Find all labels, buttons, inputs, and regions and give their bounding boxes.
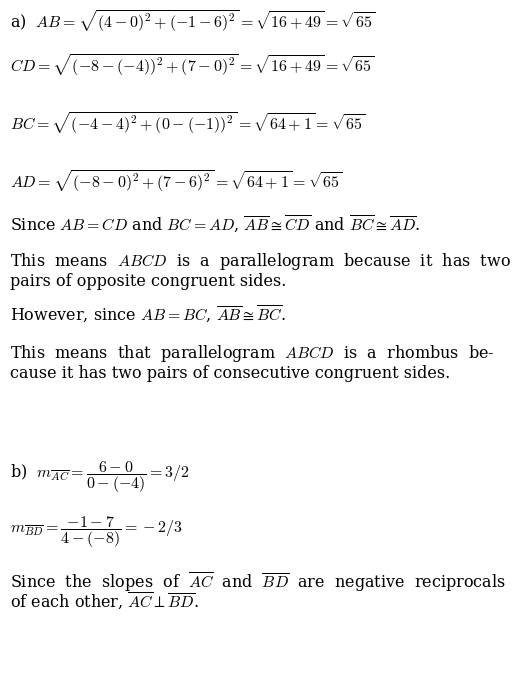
Text: This  means  that  parallelogram  $ABCD$  is  a  rhombus  be-: This means that parallelogram $ABCD$ is … — [10, 343, 495, 364]
Text: $AD = \sqrt{(-8-0)^2+(7-6)^2}=\sqrt{64+1}=\sqrt{65}$: $AD = \sqrt{(-8-0)^2+(7-6)^2}=\sqrt{64+1… — [10, 168, 342, 194]
Text: a)  $AB = \sqrt{(4-0)^2+(-1-6)^2}=\sqrt{16+49}=\sqrt{65}$: a) $AB = \sqrt{(4-0)^2+(-1-6)^2}=\sqrt{1… — [10, 8, 375, 34]
Text: of each other, $\overline{AC}\perp\overline{BD}$.: of each other, $\overline{AC}\perp\overl… — [10, 591, 199, 612]
Text: Since $AB=CD$ and $BC=AD$, $\overline{AB}\cong\overline{CD}$ and $\overline{BC}\: Since $AB=CD$ and $BC=AD$, $\overline{AB… — [10, 214, 420, 235]
Text: b)  $m_{\overline{AC}} = \dfrac{6-0}{0-(-4)} = 3/2$: b) $m_{\overline{AC}} = \dfrac{6-0}{0-(-… — [10, 459, 190, 495]
Text: $m_{\overline{BD}} = \dfrac{-1-7}{4-(-8)} = -2/3$: $m_{\overline{BD}} = \dfrac{-1-7}{4-(-8)… — [10, 514, 183, 550]
Text: $BC = \sqrt{(-4-4)^2+(0-(-1))^2}=\sqrt{64+1}=\sqrt{65}$: $BC = \sqrt{(-4-4)^2+(0-(-1))^2}=\sqrt{6… — [10, 110, 365, 136]
Text: Since  the  slopes  of  $\overline{AC}$  and  $\overline{BD}$  are  negative  re: Since the slopes of $\overline{AC}$ and … — [10, 570, 506, 594]
Text: However, since $AB=BC$, $\overline{AB}\cong\overline{BC}$.: However, since $AB=BC$, $\overline{AB}\c… — [10, 304, 286, 325]
Text: This  means  $ABCD$  is  a  parallelogram  because  it  has  two: This means $ABCD$ is a parallelogram bec… — [10, 251, 511, 272]
Text: cause it has two pairs of consecutive congruent sides.: cause it has two pairs of consecutive co… — [10, 365, 450, 382]
Text: $CD = \sqrt{(-8-(-4))^2+(7-0)^2}=\sqrt{16+49}=\sqrt{65}$: $CD = \sqrt{(-8-(-4))^2+(7-0)^2}=\sqrt{1… — [10, 52, 374, 78]
Text: pairs of opposite congruent sides.: pairs of opposite congruent sides. — [10, 273, 286, 290]
